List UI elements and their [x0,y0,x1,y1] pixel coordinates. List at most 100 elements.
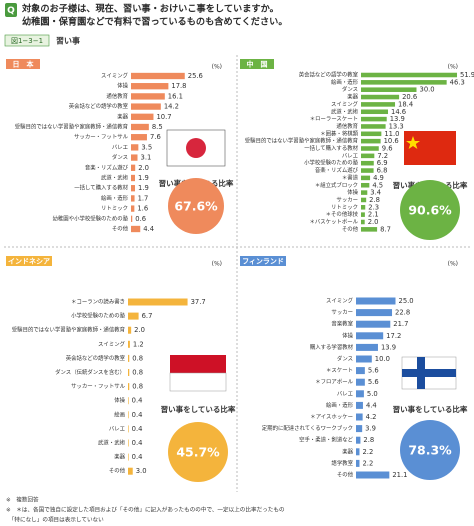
category-label: 絵画 [114,410,125,418]
value-label: 37.7 [191,298,206,306]
value-label: 2.0 [138,164,149,172]
bar [356,459,360,467]
category-label: スイミング [331,100,359,108]
bar [128,340,130,348]
value-label: 0.4 [132,397,143,405]
value-label: 1.7 [138,194,149,202]
bar [131,134,147,141]
unit-label: (%) [448,261,458,268]
bar [356,332,384,340]
bar [356,297,396,305]
bar [361,168,374,173]
question-note: 幼稚園・保育園などで有料で習っているものも含めてください。 [22,16,288,28]
category-label: サッカー [331,309,353,316]
bar [361,160,374,166]
category-label: その他 [112,225,129,233]
flag-japan [166,129,226,167]
value-label: 17.8 [171,82,186,90]
value-label: 0.8 [132,383,143,391]
rate-circle [400,180,460,240]
bar [131,72,185,80]
value-label: 5.6 [368,378,379,386]
value-label: 3.0 [136,467,147,475]
value-label: 0.4 [132,453,143,461]
bar [361,219,365,225]
category-label: ＊その他球技 [326,210,359,218]
value-label: 0.4 [132,411,143,419]
bar [131,103,161,110]
value-label: 17.2 [386,332,401,340]
bar [131,123,149,131]
bar [361,138,381,144]
category-label: 楽器 [347,93,358,101]
bar [361,72,458,78]
rate-value: 45.7% [176,445,220,460]
rate-value: 78.3% [408,443,452,458]
category-label: 通信教育 [106,92,128,100]
bar [356,448,360,456]
value-label: 22.8 [395,309,410,317]
panel-title: 中 国 [247,59,268,68]
value-label: 13.9 [390,115,405,123]
bar [361,205,366,210]
value-label: 4.4 [143,225,154,233]
value-label: 2.8 [363,436,374,444]
category-label: ＊ローラースケート [310,116,358,123]
category-label: その他 [342,225,359,233]
category-label: ＊フロアボール [315,378,353,386]
category-label: 絵画・造形 [326,401,354,409]
category-label: スイミング [98,340,126,348]
value-label: 0.8 [132,369,143,377]
bar [131,144,139,151]
rate-value: 67.6% [174,199,218,214]
category-label: 小学校受験のための塾 [304,159,359,167]
value-label: 14.2 [164,103,179,111]
value-label: 3.9 [365,425,376,433]
category-label: その他 [337,471,354,479]
value-label: 10.0 [375,355,390,363]
category-label: ＊囲碁・将棋類 [320,129,358,137]
value-label: 13.3 [389,122,404,130]
bar [361,94,400,100]
bar [356,343,378,351]
bar [131,93,165,100]
value-label: 4.9 [373,174,384,182]
bar [361,124,386,129]
unit-label: (%) [212,64,222,71]
category-label: 楽器 [117,112,128,120]
bar [131,225,141,233]
figure-no-box [4,34,50,47]
category-label: 一括して購入する教材 [304,144,358,152]
value-label: 7.2 [377,152,388,160]
bar [356,401,363,409]
bar [128,411,129,419]
flag-china [404,131,456,165]
note: 「特になし」の項目は表示していない [6,516,104,524]
category-label: 音楽教室 [331,320,353,328]
bar [128,453,129,461]
value-label: 1.2 [133,340,144,348]
category-label: 小学校受験のための塾 [71,312,126,320]
bar [361,175,371,181]
bar [361,190,368,195]
bar [131,113,154,120]
category-label: 英会話などの語学の教室 [299,71,359,79]
bar [356,413,363,421]
rate-title: 習い事をしている比率 [393,404,468,414]
category-label: 体操 [342,331,353,339]
rate-value: 90.6% [408,203,452,218]
value-label: 0.8 [132,354,143,362]
panel-title: 日 本 [13,59,34,68]
value-label: 13.9 [381,343,396,351]
category-label: 武道・武術 [98,439,126,447]
note: ※ ＊は、各国で独自に設定した項目および「その他」に記入があったものの中で、一定… [6,506,285,514]
bar [131,215,133,222]
panel-title-box [240,59,274,69]
value-label: 0.4 [132,439,143,447]
value-label: 1.9 [138,184,149,192]
value-label: 6.9 [377,159,388,167]
category-label: バレエ [109,425,125,432]
bar [131,185,135,192]
bar [356,436,361,444]
value-label: 2.0 [134,326,145,334]
